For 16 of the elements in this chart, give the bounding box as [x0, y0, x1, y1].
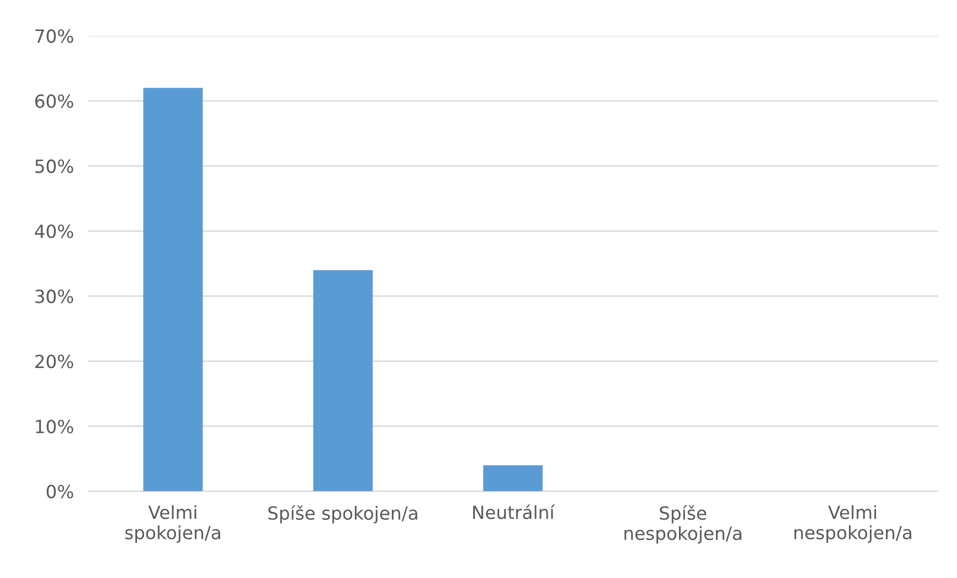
- y-tick-label: 10%: [36, 420, 74, 434]
- x-tick-label: Velmi nespokojen/a: [794, 505, 912, 543]
- x-tick-label: Neutrální: [473, 504, 555, 520]
- x-tick-label: Velmi spokojen/a: [125, 505, 220, 543]
- y-tick-label: 30%: [35, 290, 74, 304]
- bar: [483, 465, 543, 492]
- bar: [143, 88, 203, 492]
- y-tick-label: 20%: [35, 354, 74, 368]
- x-tick-label: Spíše nespokojen/a: [624, 505, 742, 544]
- y-tick-label: 50%: [35, 159, 74, 174]
- y-tick-label: 0%: [46, 484, 74, 498]
- y-tick-label: 70%: [36, 29, 74, 43]
- y-tick-label: 40%: [34, 224, 74, 238]
- y-tick-label: 60%: [35, 94, 74, 108]
- x-tick-label: Spíše spokojen/a: [268, 505, 418, 524]
- bar: [313, 270, 373, 492]
